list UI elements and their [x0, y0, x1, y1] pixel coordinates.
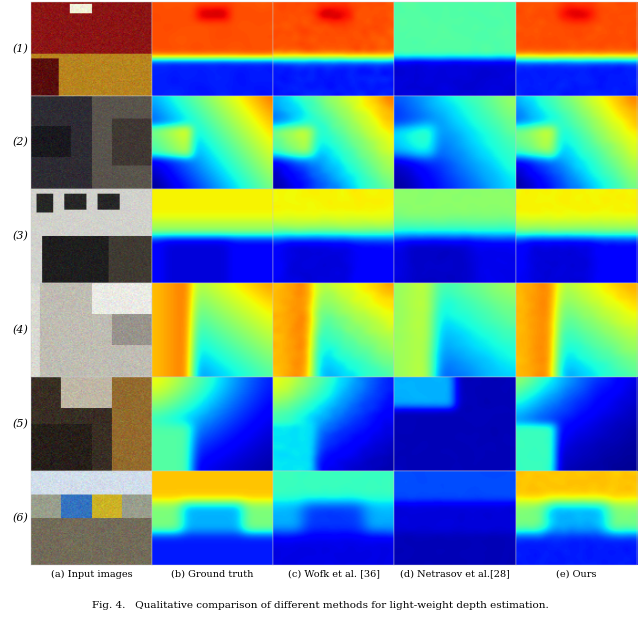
Text: (5): (5): [12, 419, 28, 429]
Text: (2): (2): [12, 138, 28, 147]
Text: (d) Netrasov et al.[28]: (d) Netrasov et al.[28]: [400, 569, 510, 579]
Text: Fig. 4.   Qualitative comparison of different methods for light-weight depth est: Fig. 4. Qualitative comparison of differ…: [92, 600, 548, 610]
Text: (b) Ground truth: (b) Ground truth: [172, 569, 253, 579]
Text: (3): (3): [12, 231, 28, 241]
Text: (1): (1): [12, 44, 28, 54]
Text: (c) Wofk et al. [36]: (c) Wofk et al. [36]: [288, 569, 380, 579]
Text: (e) Ours: (e) Ours: [556, 569, 596, 579]
Text: (4): (4): [12, 325, 28, 335]
Text: (6): (6): [12, 513, 28, 523]
Text: (a) Input images: (a) Input images: [51, 569, 132, 579]
